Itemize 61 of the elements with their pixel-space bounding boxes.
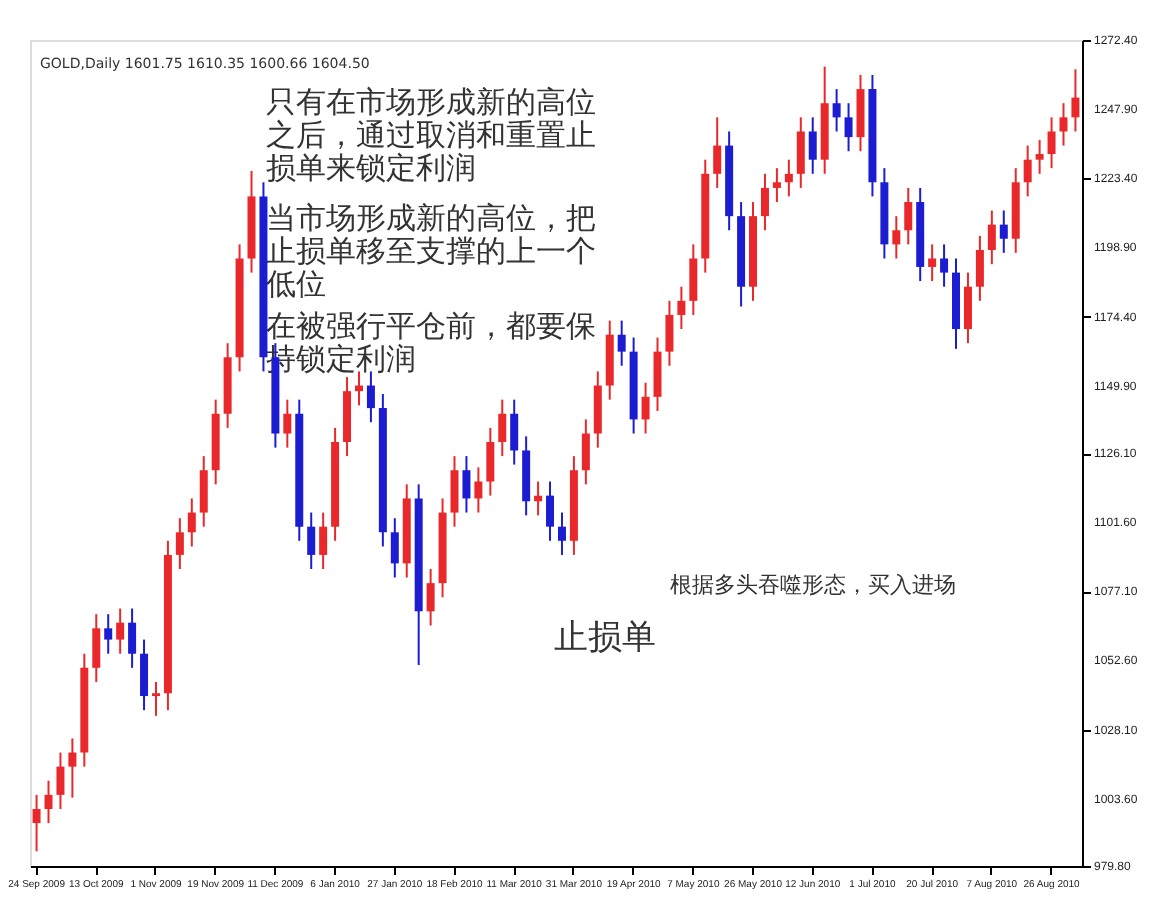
- candlestick: [32, 793, 41, 853]
- candlestick: [151, 680, 160, 717]
- candlestick: [677, 285, 686, 331]
- candlestick: [1035, 138, 1044, 175]
- candlestick: [116, 607, 125, 655]
- candlestick: [987, 209, 996, 266]
- annotation: 只有在市场形成新的高位之后，通过取消和重置止损单来锁定利润: [266, 84, 596, 186]
- candlestick: [426, 568, 435, 627]
- candlestick: [92, 613, 101, 683]
- candlestick: [450, 455, 459, 528]
- candlestick: [1071, 68, 1080, 133]
- candlestick: [498, 398, 507, 458]
- candlestick: [128, 607, 137, 669]
- candlestick: [581, 418, 590, 486]
- candlestick: [307, 511, 316, 571]
- candlestick: [1047, 116, 1056, 170]
- candlestick: [784, 158, 793, 198]
- candlestick: [617, 319, 626, 367]
- candlestick: [546, 480, 555, 542]
- candlestick: [975, 234, 984, 302]
- candlestick: [56, 751, 65, 810]
- candlestick: [892, 215, 901, 260]
- candlestick: [486, 426, 495, 497]
- candlestick: [963, 271, 972, 345]
- candlestick: [1059, 102, 1068, 147]
- candlestick: [844, 102, 853, 153]
- candlestick: [474, 466, 483, 514]
- candlestick: [140, 638, 149, 712]
- candlestick: [319, 511, 328, 571]
- candlestick: [199, 455, 208, 528]
- candlestick: [593, 370, 602, 449]
- candlestick: [104, 613, 113, 655]
- candlestick: [713, 116, 722, 189]
- candlestick: [641, 381, 650, 435]
- candlestick: [760, 172, 769, 232]
- candlestick: [665, 299, 674, 367]
- candlestick: [557, 511, 566, 556]
- candlestick: [68, 737, 77, 799]
- annotation: 根据多头吞噬形态，买入进场: [670, 572, 956, 598]
- candlestick: [283, 398, 292, 449]
- candlestick: [999, 209, 1008, 254]
- candlestick: [940, 243, 949, 288]
- candlestick: [390, 517, 399, 579]
- annotation: 当市场形成新的高位，把止损单移至支撑的上一个低位: [266, 200, 596, 302]
- candlestick: [689, 243, 698, 316]
- candlestick: [366, 370, 375, 424]
- candlestick: [462, 455, 471, 514]
- candlestick: [928, 243, 937, 283]
- candlestick: [808, 116, 817, 175]
- annotation: 止损单: [554, 618, 656, 658]
- candlestick: [44, 779, 53, 825]
- candlestick: [832, 88, 841, 133]
- candlestick: [187, 497, 196, 548]
- candlestick: [653, 336, 662, 412]
- candlestick: [856, 74, 865, 153]
- candlestick: [510, 398, 519, 466]
- candlestick: [796, 116, 805, 189]
- candlestick: [904, 186, 913, 246]
- candlestick: [772, 167, 781, 204]
- candlestick: [1023, 144, 1032, 198]
- candlestick: [175, 517, 184, 571]
